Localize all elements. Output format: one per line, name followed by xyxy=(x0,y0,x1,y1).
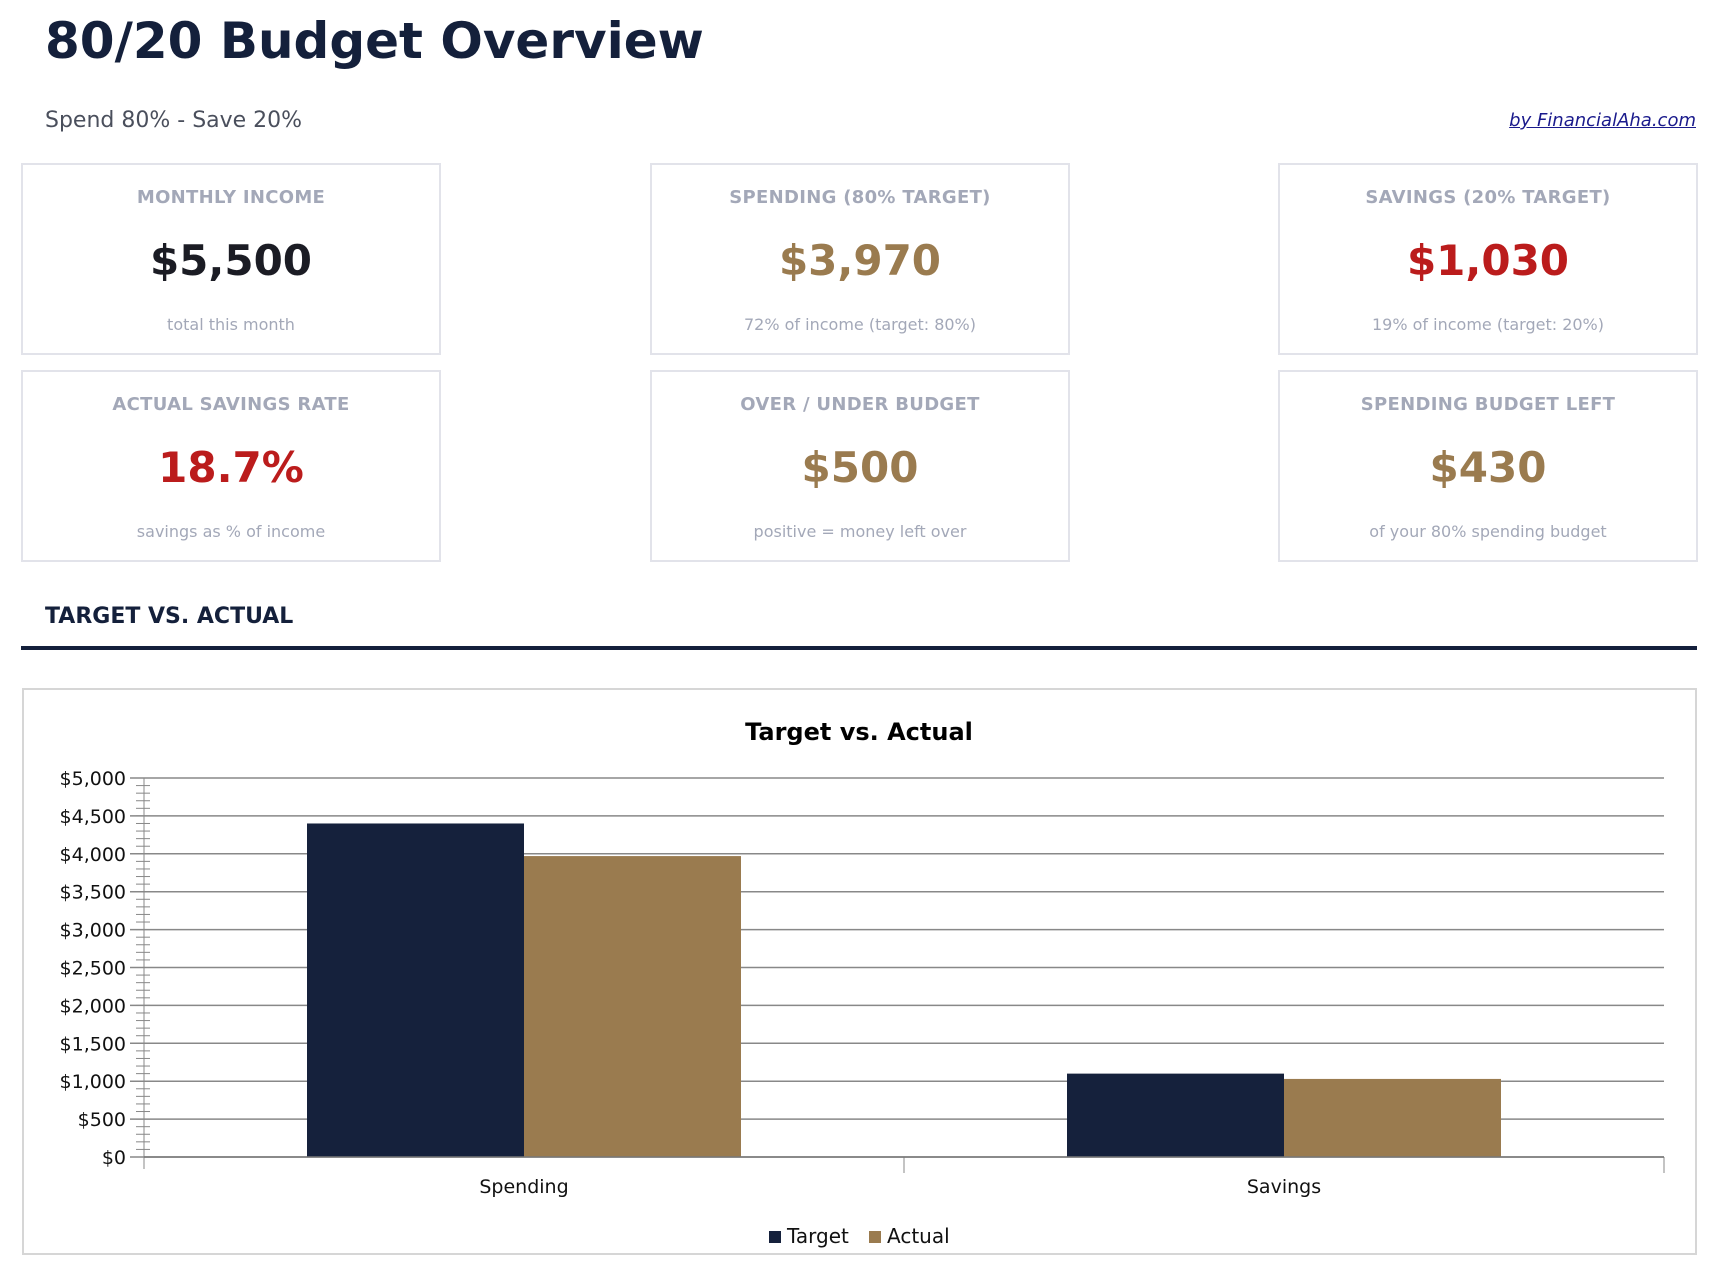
legend-swatch xyxy=(769,1231,781,1243)
card-subtext: savings as % of income xyxy=(136,522,326,541)
page-subtitle: Spend 80% - Save 20% xyxy=(45,108,303,133)
legend-swatch xyxy=(869,1231,881,1243)
y-tick-label: $2,000 xyxy=(60,995,126,1017)
y-tick-label: $4,000 xyxy=(60,844,126,866)
chart-title: Target vs. Actual xyxy=(745,718,973,746)
y-tick-label: $3,500 xyxy=(60,882,126,904)
page-title: 80/20 Budget Overview xyxy=(45,12,704,70)
section-divider xyxy=(21,646,1697,650)
chart-container: Target vs. Actual $0 $500 $1,000 $1,500 $2,00… xyxy=(22,688,1697,1255)
legend-label: Actual xyxy=(887,1224,950,1248)
y-tick-label: $0 xyxy=(102,1147,126,1169)
y-tick-label: $3,000 xyxy=(60,920,126,942)
card-value: 18.7% xyxy=(158,443,304,492)
stat-card: ACTUAL SAVINGS RATE 18.7% savings as % o… xyxy=(21,370,441,562)
stat-card: MONTHLY INCOME $5,500 total this month xyxy=(21,163,441,355)
stat-card: SPENDING BUDGET LEFT $430 of your 80% sp… xyxy=(1278,370,1698,562)
y-tick-label: $500 xyxy=(78,1109,126,1131)
y-tick-label: $5,000 xyxy=(60,768,126,790)
card-value: $430 xyxy=(1429,443,1547,492)
credit-link[interactable]: by FinancialAha.com xyxy=(1509,110,1696,131)
card-label: MONTHLY INCOME xyxy=(136,187,326,208)
card-label: SPENDING BUDGET LEFT xyxy=(1360,394,1616,415)
section-title: TARGET VS. ACTUAL xyxy=(45,604,294,629)
card-label: ACTUAL SAVINGS RATE xyxy=(112,394,350,415)
stat-card: SAVINGS (20% TARGET) $1,030 19% of incom… xyxy=(1278,163,1698,355)
card-label: SPENDING (80% TARGET) xyxy=(729,187,991,208)
y-tick-label: $1,000 xyxy=(60,1071,126,1093)
legend-label: Target xyxy=(786,1224,849,1248)
y-tick-label: $2,500 xyxy=(60,958,126,980)
bar-chart: Target vs. Actual $0 $500 $1,000 $1,500 $2,00… xyxy=(60,718,1665,1248)
card-value: $500 xyxy=(801,443,919,492)
bar-actual-savings xyxy=(1284,1078,1501,1157)
x-tick-label: Savings xyxy=(1247,1176,1321,1198)
card-value: $5,500 xyxy=(149,236,313,285)
bar-target-savings xyxy=(1067,1073,1284,1157)
card-label: OVER / UNDER BUDGET xyxy=(740,394,980,415)
card-subtext: total this month xyxy=(167,315,295,334)
y-tick-label: $4,500 xyxy=(60,806,126,828)
card-subtext: 19% of income (target: 20%) xyxy=(1371,315,1604,334)
card-value: $1,030 xyxy=(1406,236,1570,285)
stat-card: OVER / UNDER BUDGET $500 positive = mone… xyxy=(650,370,1070,562)
card-subtext: 72% of income (target: 80%) xyxy=(743,315,976,334)
bar-actual-spending xyxy=(524,856,741,1157)
x-tick-label: Spending xyxy=(479,1176,568,1198)
card-subtext: positive = money left over xyxy=(753,522,967,541)
card-value: $3,970 xyxy=(778,236,942,285)
card-label: SAVINGS (20% TARGET) xyxy=(1365,187,1611,208)
card-subtext: of your 80% spending budget xyxy=(1369,522,1607,541)
y-tick-label: $1,500 xyxy=(60,1033,126,1055)
stat-card: SPENDING (80% TARGET) $3,970 72% of inco… xyxy=(650,163,1070,355)
bar-target-spending xyxy=(307,823,524,1157)
